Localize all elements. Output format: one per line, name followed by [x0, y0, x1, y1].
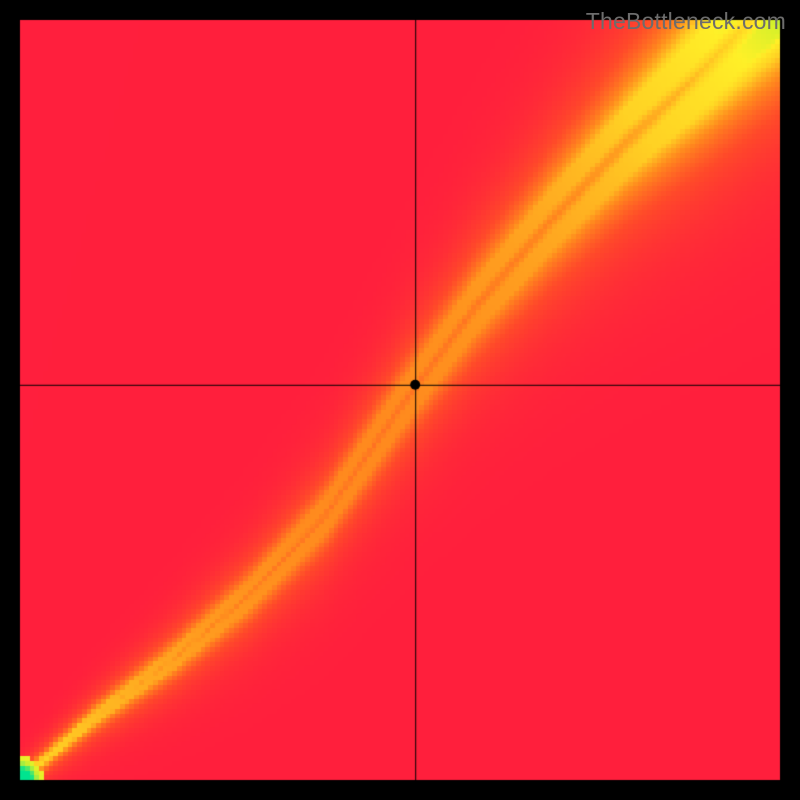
chart-container: TheBottleneck.com: [0, 0, 800, 800]
bottleneck-heatmap-canvas: [0, 0, 800, 800]
watermark-text: TheBottleneck.com: [586, 8, 786, 35]
